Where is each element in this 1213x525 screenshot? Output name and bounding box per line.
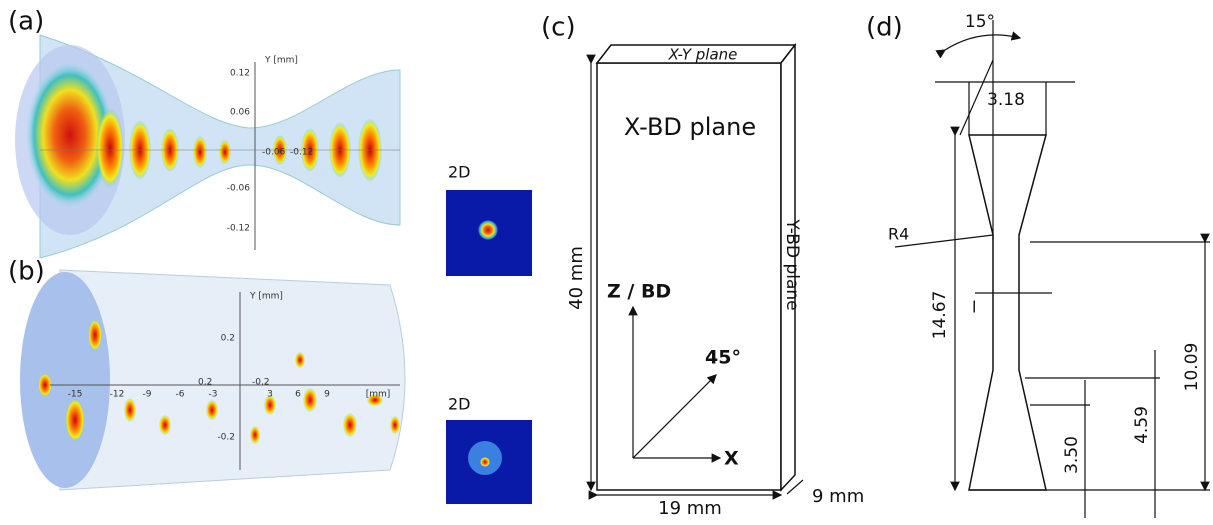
tick-label: [mm] [366, 390, 391, 400]
tick-label: -0.06 [227, 184, 251, 194]
dimension-label: 9 mm [812, 486, 864, 507]
leader-line [895, 235, 993, 247]
inline-label: 0.2 [198, 378, 212, 388]
tick-label: 0.12 [230, 69, 250, 79]
tick-label: -9 [143, 390, 152, 400]
face-label: X-Y plane [668, 46, 738, 64]
face-label: Y-BD plane [782, 218, 802, 310]
dimension-label: 15° [965, 12, 995, 32]
face-label: X-BD plane [624, 113, 756, 141]
specimen [969, 135, 1046, 490]
panel-label: (b) [8, 257, 45, 287]
inset-label: 2D [448, 395, 471, 414]
tick-label: 9 [324, 390, 330, 400]
inset-label: 2D [448, 163, 471, 182]
panel-label: (d) [866, 13, 903, 43]
dimension-label: 3.50 [1062, 436, 1082, 474]
dimension-label: 3.18 [987, 90, 1025, 110]
dimension-label: 10.09 [1182, 343, 1202, 392]
tick-label: 6 [295, 390, 301, 400]
tick-label: 3 [267, 390, 273, 400]
inset-speckle [480, 457, 490, 467]
inline-label: -0.06 [262, 148, 286, 158]
panel-label: (c) [541, 13, 576, 43]
axis-label: Y [mm] [249, 292, 283, 302]
beam-face [20, 272, 110, 488]
beam-cylinder [60, 270, 405, 490]
tick-label: -3 [209, 390, 218, 400]
inline-label: -0.2 [252, 378, 270, 388]
tick-label: 0.06 [230, 108, 250, 118]
axis-label: 45° [705, 347, 741, 369]
dimension-label: 14.67 [930, 291, 950, 340]
axis-label: Z / BD [607, 281, 671, 303]
dimension-label: 19 mm [658, 498, 722, 519]
dimension-label: 40 mm [566, 246, 587, 310]
tick-label: -12 [110, 390, 125, 400]
tick-label: -15 [68, 390, 83, 400]
inline-label: -0.12 [290, 148, 313, 158]
axis-label: X [724, 448, 739, 470]
dimension-line [787, 480, 803, 494]
figure: (a) Y [mm] 0.12 0.06 -0.06 -0.12 -0.06 -… [0, 0, 1213, 521]
panel-b: (b) Y [mm] 0.2 -0.2 -15 -12 -9 -6 -3 3 6… [8, 257, 532, 505]
axis-label: Y [mm] [264, 56, 298, 66]
dimension-label: 4.59 [1132, 406, 1152, 444]
panel-a: (a) Y [mm] 0.12 0.06 -0.06 -0.12 -0.06 -… [8, 7, 532, 277]
angle-arc [945, 35, 1020, 50]
panel-d: (d) 15° 3.18 R4 l 14.67 10.09 4.59 3.50 [866, 12, 1210, 518]
tick-label: -6 [176, 390, 185, 400]
dimension-label: R4 [888, 225, 909, 244]
dimension-label: l [972, 298, 976, 317]
tick-label: 0.2 [221, 334, 235, 344]
inset-spot [478, 220, 498, 240]
panel-label: (a) [8, 7, 44, 37]
tick-label: -0.2 [217, 433, 235, 443]
tick-label: -0.12 [227, 224, 250, 234]
panel-c: (c) X-Y plane X-BD plane Y-BD plane 40 m… [541, 13, 864, 520]
